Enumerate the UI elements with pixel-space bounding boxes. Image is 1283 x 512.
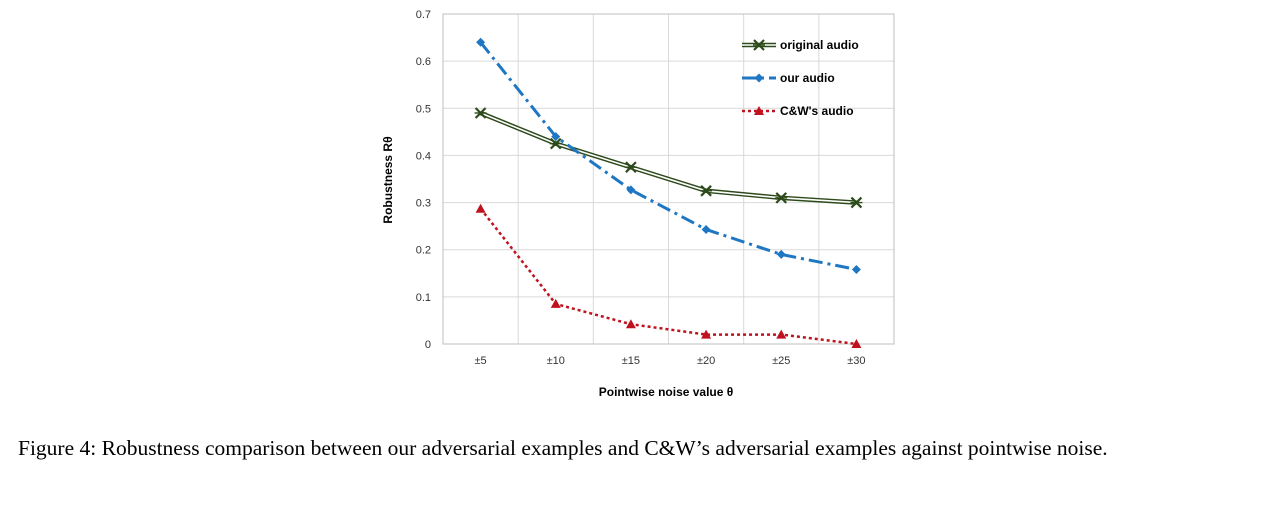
data-point-our-audio bbox=[776, 249, 786, 259]
figure-caption: Figure 4: Robustness comparison between … bbox=[18, 436, 1108, 460]
data-point-our-audio bbox=[626, 185, 636, 195]
data-point-original-audio bbox=[624, 161, 637, 173]
legend-label-our-audio: our audio bbox=[780, 71, 835, 85]
series-line-our-audio bbox=[479, 41, 857, 271]
y-tick-label: 0.3 bbox=[416, 198, 431, 210]
legend-item-cw-audio: C&W's audio bbox=[742, 104, 854, 118]
data-point-cw-audio bbox=[851, 339, 862, 348]
legend-marker-our-audio bbox=[754, 73, 764, 83]
x-axis-title: Pointwise noise value θ bbox=[599, 385, 734, 399]
gridlines bbox=[443, 13, 894, 345]
data-point-original-audio bbox=[775, 192, 788, 204]
legend-item-original-audio: original audio bbox=[742, 38, 859, 52]
legend-label-cw-audio: C&W's audio bbox=[780, 104, 854, 118]
legend: original audio our audio C&W's audio bbox=[742, 38, 859, 118]
y-tick-label: 0 bbox=[425, 339, 431, 351]
x-tick-label: ±10 bbox=[547, 355, 565, 367]
data-point-original-audio bbox=[850, 196, 863, 209]
data-point-cw-audio bbox=[776, 329, 787, 339]
y-tick-label: 0.1 bbox=[416, 292, 431, 304]
data-point-cw-audio bbox=[701, 329, 712, 339]
legend-marker-cw-audio bbox=[754, 106, 764, 115]
series-line-original-audio-inner bbox=[480, 112, 857, 204]
data-point-our-audio bbox=[701, 224, 711, 234]
series-layer bbox=[474, 37, 863, 348]
x-tick-label: ±15 bbox=[622, 355, 640, 367]
y-axis-title: Robustness Rθ bbox=[381, 136, 395, 223]
data-point-our-audio bbox=[851, 265, 861, 275]
series-line-cw-audio bbox=[479, 207, 857, 346]
y-tick-label: 0.7 bbox=[416, 9, 431, 21]
y-tick-label: 0.2 bbox=[416, 245, 431, 257]
series-original-audio bbox=[474, 107, 863, 209]
x-tick-label: ±25 bbox=[772, 355, 790, 367]
x-tick-label: ±20 bbox=[697, 355, 715, 367]
plot-area-border bbox=[442, 13, 895, 345]
series-our-audio bbox=[476, 37, 861, 275]
data-point-original-audio bbox=[474, 107, 487, 119]
data-point-our-audio bbox=[476, 37, 486, 47]
y-tick-label: 0.6 bbox=[416, 56, 431, 68]
chart: 0 0.1 0.2 0.3 0.4 0.5 0.6 0.7 ±5 ±10 ±15 ±20 ±25 ±30… bbox=[381, 9, 895, 399]
y-tick-label: 0.4 bbox=[416, 150, 431, 162]
x-tick-label: ±30 bbox=[847, 355, 865, 367]
y-tick-label: 0.5 bbox=[416, 103, 431, 115]
data-point-our-audio bbox=[551, 132, 561, 142]
data-point-cw-audio bbox=[625, 319, 636, 329]
legend-label-original-audio: original audio bbox=[780, 38, 859, 52]
x-tick-label: ±5 bbox=[475, 355, 487, 367]
series-cw-audio bbox=[475, 203, 862, 348]
legend-item-our-audio: our audio bbox=[742, 71, 835, 85]
x-tick-labels: ±5 ±10 ±15 ±20 ±25 ±30 bbox=[475, 355, 866, 367]
legend-marker-original-audio bbox=[753, 39, 765, 51]
data-point-cw-audio bbox=[475, 203, 486, 213]
data-point-original-audio bbox=[549, 137, 562, 150]
y-tick-labels: 0 0.1 0.2 0.3 0.4 0.5 0.6 0.7 bbox=[416, 9, 431, 351]
data-point-original-audio bbox=[700, 185, 713, 197]
data-point-cw-audio bbox=[550, 298, 561, 308]
